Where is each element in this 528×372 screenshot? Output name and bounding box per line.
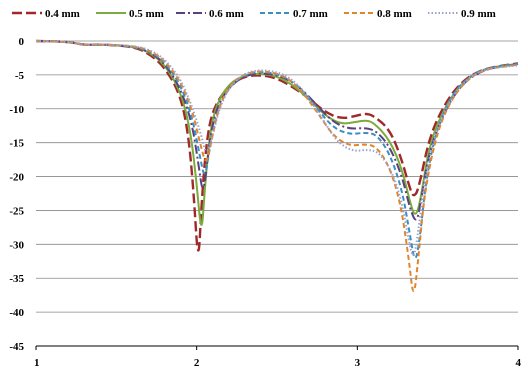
y-tick-label: -35 bbox=[9, 273, 24, 285]
y-tick-label: -20 bbox=[9, 172, 24, 184]
series-line-0-6-mm bbox=[35, 40, 519, 221]
gridlines bbox=[36, 40, 518, 313]
y-tick-label: 0 bbox=[19, 36, 25, 48]
x-tick-label: 3 bbox=[355, 357, 361, 369]
legend-label: 0.7 mm bbox=[293, 8, 328, 20]
y-tick-label: -15 bbox=[9, 138, 24, 150]
y-axis-tick-labels: 0 -5 -10 -15 -20 -25 -30 -35 -40 -45 bbox=[9, 36, 24, 353]
y-tick-label: -30 bbox=[9, 239, 24, 251]
legend-label: 0.9 mm bbox=[461, 8, 496, 20]
y-tick-label: -10 bbox=[9, 104, 24, 116]
legend-label: 0.8 mm bbox=[377, 8, 412, 20]
legend: 0.4 mm 0.5 mm 0.6 mm 0.7 mm 0.8 mm 0.9 mm bbox=[12, 8, 496, 20]
series-line-0-9-mm bbox=[35, 40, 519, 257]
y-tick-label: -45 bbox=[9, 341, 24, 353]
series-line-0-8-mm bbox=[35, 40, 519, 292]
x-tick-label: 4 bbox=[516, 357, 522, 369]
y-tick-label: -40 bbox=[9, 307, 24, 319]
legend-label: 0.6 mm bbox=[209, 8, 244, 20]
y-tick-label: -25 bbox=[9, 205, 24, 217]
x-tick-label: 2 bbox=[194, 357, 200, 369]
series-line-0-4-mm bbox=[35, 39, 519, 252]
legend-label: 0.4 mm bbox=[45, 8, 80, 20]
y-tick-label: -5 bbox=[15, 70, 25, 82]
series-lines bbox=[35, 39, 519, 292]
x-tick-label: 1 bbox=[34, 357, 40, 369]
series-line-0-5-mm bbox=[35, 40, 519, 226]
legend-label: 0.5 mm bbox=[129, 8, 164, 20]
x-axis-tick-labels: 1 2 3 4 bbox=[34, 346, 522, 369]
